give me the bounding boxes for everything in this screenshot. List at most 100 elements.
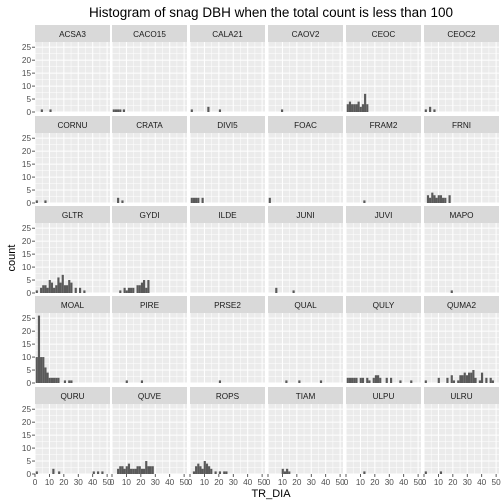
y-tick-label: 20: [22, 147, 32, 156]
histogram-bar: [364, 93, 367, 112]
histogram-bar: [140, 282, 144, 293]
histogram-bar: [35, 200, 38, 203]
histogram-bar: [63, 380, 67, 383]
x-tick-label: 0: [33, 478, 38, 487]
histogram-bar: [359, 377, 362, 383]
histogram-bar: [351, 104, 354, 112]
histogram-bar: [190, 197, 193, 203]
strip-label: CEOC: [372, 30, 396, 39]
histogram-bar: [485, 377, 488, 383]
histogram-bar: [298, 380, 301, 383]
histogram-bar: [192, 197, 196, 203]
histogram-bar: [372, 377, 375, 383]
histogram-bar: [363, 200, 366, 203]
histogram-bar: [68, 380, 71, 383]
histogram-bar: [431, 192, 434, 203]
strip-background: [424, 387, 499, 404]
histogram-bar: [410, 380, 413, 383]
strip-label: DIVI5: [217, 121, 238, 130]
panel-background: [35, 404, 110, 474]
y-tick-label: 25: [22, 314, 32, 323]
strip-background: [424, 116, 499, 133]
panel-caco15: CACO15: [111, 25, 187, 113]
histogram-bar: [368, 380, 371, 383]
y-tick-label: 20: [22, 418, 32, 427]
histogram-bar: [92, 471, 95, 474]
histogram-bar: [424, 380, 427, 383]
panel-foac: FOAC: [267, 116, 343, 204]
strip-label: QUMA2: [447, 301, 477, 310]
histogram-bar: [439, 471, 443, 474]
panel-caov2: CAOV2: [267, 25, 343, 113]
histogram-bar: [134, 468, 137, 474]
x-tick-label: 40: [321, 478, 331, 487]
strip-background: [112, 206, 187, 223]
strip-label: QUAL: [294, 301, 317, 310]
x-tick-label: 20: [448, 478, 458, 487]
histogram-bar: [478, 380, 481, 383]
y-tick-label: 5: [26, 95, 31, 104]
x-tick-label: 30: [74, 478, 84, 487]
histogram-bar: [201, 468, 204, 474]
histogram-bar: [355, 377, 358, 383]
strip-label: CEOC2: [447, 30, 476, 39]
x-tick-label: 20: [292, 478, 302, 487]
histogram-bar: [125, 466, 128, 474]
histogram-bar: [348, 101, 352, 112]
histogram-bar: [205, 463, 209, 474]
panel-juni: JUNI: [267, 206, 343, 294]
strip-label: MOAL: [61, 301, 85, 310]
histogram-bar: [218, 471, 222, 474]
x-tick-label: 30: [307, 478, 317, 487]
histogram-bar: [53, 287, 56, 293]
histogram-bar: [37, 315, 41, 383]
histogram-bar: [470, 372, 473, 383]
x-tick-label: 50: [103, 478, 113, 487]
histogram-bar: [59, 282, 62, 293]
panel-background: [268, 313, 343, 383]
strip-label: ULRU: [450, 392, 472, 401]
y-tick-label: 10: [22, 444, 32, 453]
y-tick-label: 20: [22, 237, 32, 246]
x-tick-label: 20: [214, 478, 224, 487]
strip-background: [424, 296, 499, 313]
histogram-bar: [138, 285, 141, 293]
histogram-bar: [48, 280, 51, 293]
y-tick-label: 0: [26, 289, 31, 298]
chart-title: Histogram of snag DBH when the total cou…: [89, 5, 453, 20]
histogram-bar: [53, 377, 56, 383]
y-tick-label: 15: [22, 431, 32, 440]
y-tick-label: 0: [26, 379, 31, 388]
histogram-bar: [138, 466, 141, 474]
histogram-bar: [280, 109, 284, 112]
histogram-bar: [145, 461, 148, 474]
histogram-bar: [132, 287, 135, 293]
panel-quve: QUVE 0 10 20 30 40 50: [110, 387, 189, 487]
panel-quma2: QUMA2: [423, 296, 499, 384]
histogram-bar: [489, 377, 492, 383]
panel-ilde: ILDE: [189, 206, 265, 294]
strip-background: [346, 116, 421, 133]
histogram-bar: [288, 471, 291, 474]
panel-crata: CRATA: [111, 116, 187, 204]
x-tick-label: 20: [59, 478, 69, 487]
y-tick-label: 25: [22, 405, 32, 414]
histogram-bar: [70, 282, 73, 293]
histogram-bar: [351, 377, 354, 383]
x-tick-label: 10: [434, 478, 444, 487]
histogram-bar: [50, 377, 54, 383]
strip-label: CACO15: [133, 30, 166, 39]
histogram-bar: [442, 197, 445, 203]
x-axis-title: TR_DIA: [251, 488, 291, 500]
histogram-bar: [40, 357, 43, 383]
histogram-bar: [491, 380, 494, 383]
histogram-bar: [68, 280, 71, 293]
y-axis-title: count: [6, 245, 18, 272]
panel-background: [112, 313, 187, 383]
histogram-bar: [286, 468, 289, 474]
panel-background: [112, 404, 187, 474]
histogram-bar: [132, 468, 135, 474]
histogram-bar: [147, 280, 150, 293]
strip-background: [35, 116, 110, 133]
histogram-bar: [319, 380, 323, 383]
